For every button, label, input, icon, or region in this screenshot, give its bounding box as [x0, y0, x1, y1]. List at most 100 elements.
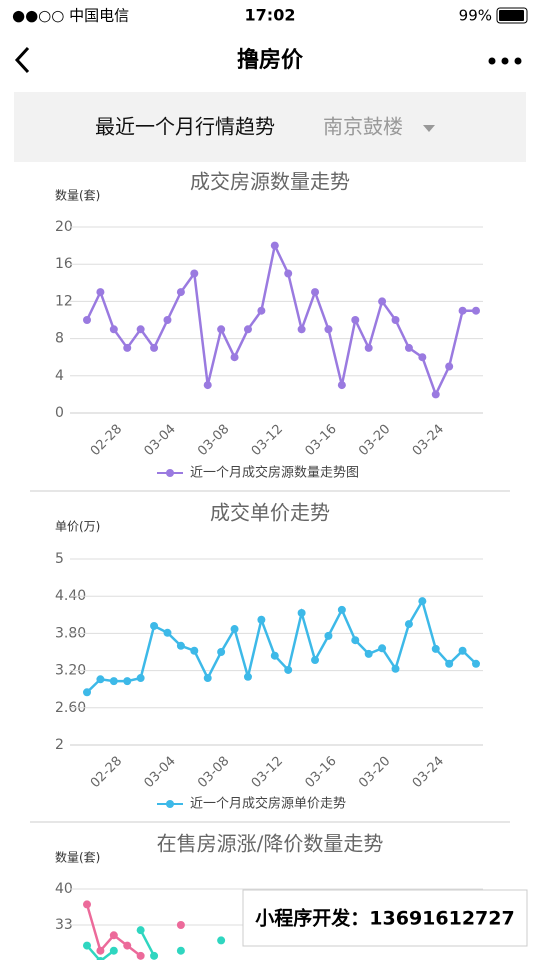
data-point [203, 674, 212, 683]
battery-icon [496, 7, 528, 24]
data-point [163, 316, 172, 324]
data-point [378, 644, 387, 653]
series-line [139, 929, 156, 957]
data-point [418, 597, 427, 606]
data-point [257, 615, 266, 624]
data-point [270, 651, 279, 660]
series-line [86, 597, 477, 694]
data-point [83, 688, 91, 697]
data-point [431, 644, 440, 653]
data-point [176, 921, 185, 929]
x-tick-label: 03-04 [141, 754, 178, 791]
watermark-box [242, 889, 528, 947]
y-tick-label: 40 [55, 881, 73, 897]
data-point [472, 659, 480, 668]
data-point [337, 381, 346, 390]
dropdown-arrow[interactable] [423, 125, 435, 132]
data-point [136, 951, 145, 960]
x-tick-label: 03-24 [410, 422, 447, 459]
x-tick-label: 03-24 [410, 754, 447, 791]
y-tick-label: 20 [55, 219, 73, 235]
x-tick-label: 03-12 [249, 422, 286, 459]
y-axis-label: 数量(套) [55, 850, 100, 865]
data-point [109, 325, 118, 334]
location-selector[interactable]: 南京鼓楼 [323, 115, 403, 139]
x-tick-label: 03-16 [302, 754, 339, 791]
carrier: ●●○○ 中国电信 [12, 7, 129, 25]
back-button[interactable] [14, 46, 30, 74]
nav-title: 撸房价 [237, 47, 304, 73]
more-button[interactable] [488, 57, 522, 65]
legend-marker [166, 469, 174, 477]
data-point [311, 288, 320, 297]
data-point [284, 665, 293, 674]
data-point [96, 288, 105, 297]
data-point [257, 306, 266, 315]
x-tick-label: 03-04 [141, 422, 178, 459]
data-point [297, 608, 306, 617]
y-axis-label: 数量(套) [55, 188, 100, 203]
x-tick-label: 03-16 [302, 422, 339, 459]
data-point [364, 649, 373, 658]
data-point [176, 641, 185, 650]
y-tick-label: 2 [55, 737, 64, 753]
data-point [136, 674, 145, 683]
data-point [351, 316, 360, 324]
x-tick-label: 03-12 [249, 754, 286, 791]
data-point [203, 381, 212, 390]
x-tick-label: 03-08 [195, 754, 232, 791]
data-point [217, 325, 226, 334]
data-point [109, 931, 118, 940]
data-point [404, 620, 413, 629]
data-point [270, 241, 279, 250]
data-point [150, 951, 159, 960]
legend-marker [166, 800, 174, 808]
data-point [243, 325, 252, 334]
data-point [458, 646, 467, 655]
chart-title: 成交房源数量走势 [190, 170, 350, 194]
data-point [458, 306, 467, 315]
data-point [217, 936, 226, 945]
data-point [472, 306, 480, 315]
data-point [418, 353, 427, 362]
data-point [351, 636, 360, 645]
y-tick-label: 0 [55, 405, 64, 421]
header-panel [14, 92, 526, 162]
y-tick-label: 16 [55, 256, 73, 272]
data-point [136, 926, 145, 935]
data-point [230, 353, 239, 362]
data-point [96, 946, 105, 955]
data-point [284, 269, 293, 278]
series-line [85, 241, 476, 398]
y-tick-label: 33 [55, 917, 73, 933]
data-point [324, 631, 333, 640]
data-point [83, 900, 91, 909]
legend-label: 近一个月成交房源单价走势 [190, 796, 346, 812]
data-point [109, 946, 118, 955]
data-point [123, 343, 132, 352]
data-point [311, 656, 320, 665]
watermark-text: 小程序开发：13691612727 [255, 907, 514, 930]
data-point [123, 941, 132, 950]
data-point [83, 941, 91, 950]
data-point [445, 659, 454, 668]
data-point [83, 316, 91, 324]
y-tick-label: 8 [55, 331, 64, 347]
header-title: 最近一个月行情趋势 [95, 115, 275, 139]
time: 17:02 [245, 6, 296, 25]
data-point [391, 316, 400, 324]
data-point [190, 269, 199, 278]
legend-label: 近一个月成交房源数量走势图 [190, 465, 359, 481]
data-point [431, 390, 440, 399]
data-point [445, 362, 454, 371]
data-point [364, 343, 373, 352]
chart-title: 在售房源涨/降价数量走势 [157, 832, 384, 856]
data-point [136, 325, 145, 334]
data-point [190, 646, 199, 655]
y-tick-label: 12 [55, 293, 73, 309]
data-point [217, 648, 226, 656]
x-tick-label: 03-20 [356, 754, 393, 791]
x-tick-label: 03-20 [356, 422, 393, 459]
